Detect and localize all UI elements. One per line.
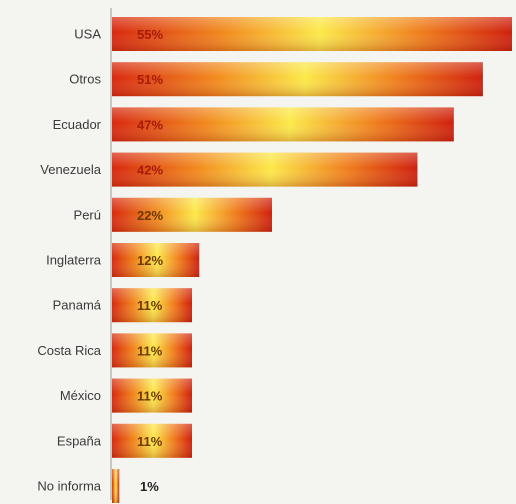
category-label: Inglaterra (46, 253, 102, 268)
bar-shading (112, 378, 192, 413)
bar-shading (112, 423, 192, 458)
category-label: Venezuela (40, 162, 101, 177)
bar-shading (112, 288, 192, 323)
value-label: 11% (137, 343, 163, 358)
bar-shading (112, 62, 483, 97)
value-label: 55% (137, 27, 163, 42)
category-label: USA (74, 27, 101, 42)
value-label: 1% (140, 479, 159, 494)
value-label: 47% (137, 117, 163, 132)
value-label: 42% (137, 163, 163, 178)
bar-shading (112, 469, 120, 503)
category-label: México (60, 388, 101, 403)
category-label: Perú (74, 207, 101, 222)
category-label: Ecuador (53, 117, 102, 132)
category-label: No informa (37, 479, 101, 494)
category-label: Panamá (53, 298, 102, 313)
bar-shading (112, 107, 454, 142)
value-label: 11% (137, 389, 163, 404)
bar-shading (112, 197, 272, 232)
category-label: Costa Rica (37, 343, 101, 358)
bar-shading (112, 17, 512, 51)
bar-shading (112, 152, 418, 187)
value-label: 51% (137, 72, 163, 87)
category-label: España (57, 433, 102, 448)
bar-shading (112, 243, 200, 277)
value-label: 11% (137, 298, 163, 313)
bar-shading (112, 333, 192, 368)
category-label: Otros (69, 72, 101, 87)
value-label: 12% (137, 253, 163, 268)
value-label: 11% (137, 434, 163, 449)
value-label: 22% (137, 208, 163, 223)
